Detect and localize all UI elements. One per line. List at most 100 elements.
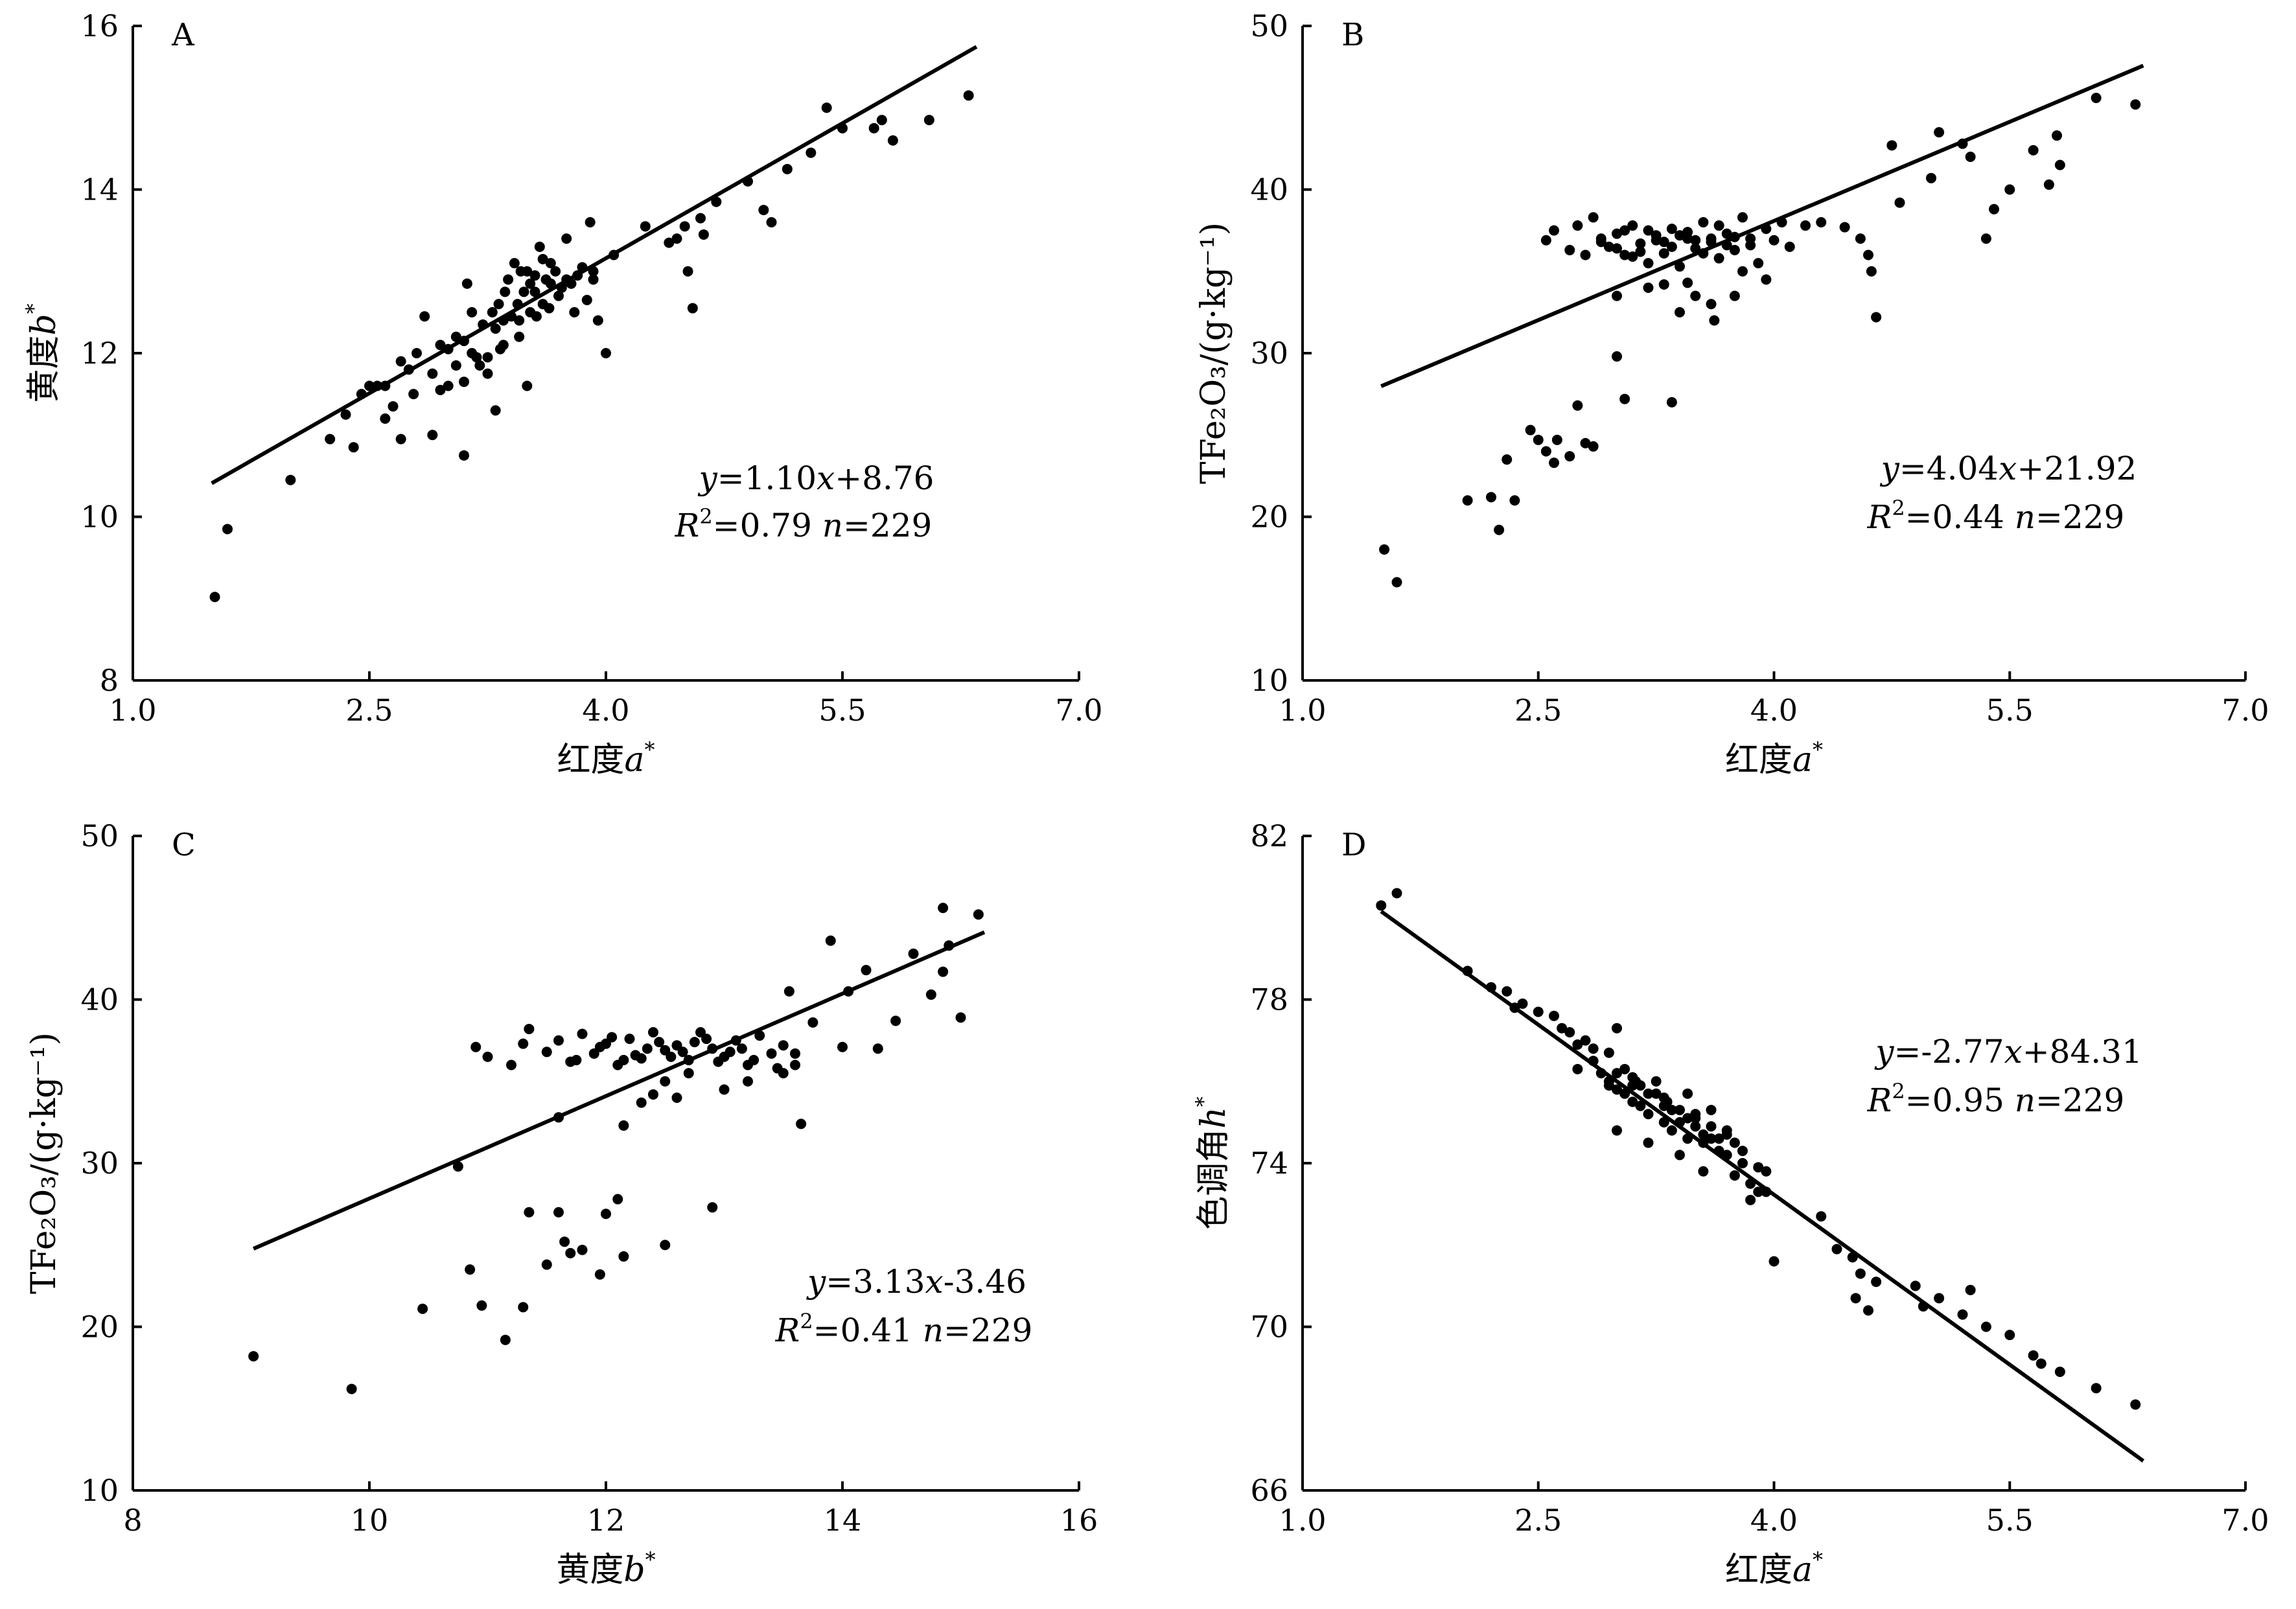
r2-n-annotation: R2=0.41 n=229 (775, 1309, 1033, 1349)
data-point (1494, 524, 1505, 535)
data-point (417, 1303, 428, 1314)
data-point (1934, 127, 1945, 138)
y-tick-label: 10 (1250, 663, 1288, 698)
data-point (1855, 233, 1866, 244)
data-point (1376, 900, 1387, 911)
data-point (1580, 249, 1591, 260)
y-tick-label: 40 (1250, 172, 1288, 207)
data-point (1627, 220, 1638, 231)
data-point (487, 307, 498, 318)
data-point (660, 1240, 671, 1251)
data-point (531, 311, 542, 322)
x-tick-label: 1.0 (1279, 693, 1326, 728)
y-tick-label: 20 (80, 1310, 119, 1345)
data-point (679, 221, 690, 232)
y-tick-label: 8 (100, 663, 119, 698)
y-tick-label: 50 (1250, 8, 1288, 43)
data-point (1866, 266, 1877, 277)
data-point (1690, 290, 1701, 301)
y-tick-label: 40 (80, 982, 119, 1017)
data-point (1965, 152, 1976, 162)
data-point (1391, 888, 1402, 899)
data-point (736, 1043, 747, 1054)
data-point (1588, 441, 1599, 452)
data-point (2054, 159, 2065, 170)
data-point (1737, 1158, 1748, 1168)
data-point (1682, 1088, 1693, 1099)
data-point (1768, 1256, 1780, 1267)
data-point (1572, 220, 1583, 231)
data-point (719, 1084, 730, 1095)
x-tick-label: 16 (1060, 1503, 1098, 1538)
data-point (1540, 446, 1551, 457)
data-point (876, 115, 887, 126)
data-point (778, 1040, 789, 1051)
data-point (624, 1034, 635, 1045)
data-point (1619, 225, 1630, 236)
data-point (1603, 1047, 1614, 1058)
data-point (872, 1043, 883, 1054)
data-point (1643, 1088, 1654, 1099)
data-point (1612, 243, 1622, 254)
data-point (782, 163, 793, 174)
data-point (1761, 1166, 1772, 1177)
x-tick-label: 8 (123, 1503, 142, 1538)
data-point (1871, 1277, 1882, 1288)
data-point (1894, 197, 1905, 208)
data-point (1627, 1096, 1638, 1107)
data-point (1502, 454, 1513, 465)
data-point (1690, 1109, 1701, 1120)
x-tick-label: 7.0 (2221, 1503, 2269, 1538)
data-point (1698, 1166, 1709, 1177)
data-point (470, 1041, 481, 1052)
data-point (524, 1023, 535, 1034)
data-point (1595, 237, 1606, 248)
x-tick-label: 7.0 (1055, 693, 1102, 728)
data-point (419, 311, 430, 322)
data-point (654, 1037, 665, 1048)
data-point (1580, 1035, 1591, 1046)
data-point (585, 217, 596, 227)
data-point (588, 274, 599, 285)
data-point (452, 1161, 463, 1172)
data-point (490, 405, 501, 416)
data-point (1706, 1133, 1717, 1144)
data-point (561, 233, 572, 244)
r2-n-annotation: R2=0.79 n=229 (675, 504, 933, 544)
panel-letter: D (1341, 827, 1366, 863)
data-point (725, 1047, 736, 1058)
data-point (955, 1012, 966, 1023)
data-point (1729, 1137, 1740, 1148)
data-point (2130, 99, 2141, 110)
data-point (1980, 1321, 1991, 1332)
data-point (1706, 1121, 1717, 1132)
data-point (1989, 203, 1999, 214)
data-point (467, 307, 478, 318)
x-tick-label: 7.0 (2221, 693, 2269, 728)
data-point (642, 1043, 653, 1054)
data-point (2028, 145, 2039, 156)
data-point (1737, 266, 1748, 277)
data-point (1643, 225, 1654, 236)
data-point (1737, 1146, 1748, 1157)
data-point (687, 303, 698, 314)
y-tick-label: 30 (80, 1146, 119, 1181)
data-point (1612, 290, 1622, 301)
data-point (707, 1202, 718, 1213)
x-tick-label: 5.5 (1986, 1503, 2034, 1538)
data-point (1784, 241, 1795, 252)
data-point (553, 1207, 564, 1218)
data-point (2004, 1330, 2015, 1341)
data-point (612, 1194, 623, 1205)
data-point (713, 1056, 724, 1067)
data-point (1675, 1104, 1685, 1115)
data-point (482, 368, 493, 379)
y-tick-label: 82 (1250, 818, 1288, 853)
data-point (689, 1037, 700, 1048)
y-tick-label: 20 (1250, 500, 1288, 535)
data-point (695, 213, 706, 224)
data-point (1737, 212, 1748, 223)
data-point (450, 331, 461, 342)
